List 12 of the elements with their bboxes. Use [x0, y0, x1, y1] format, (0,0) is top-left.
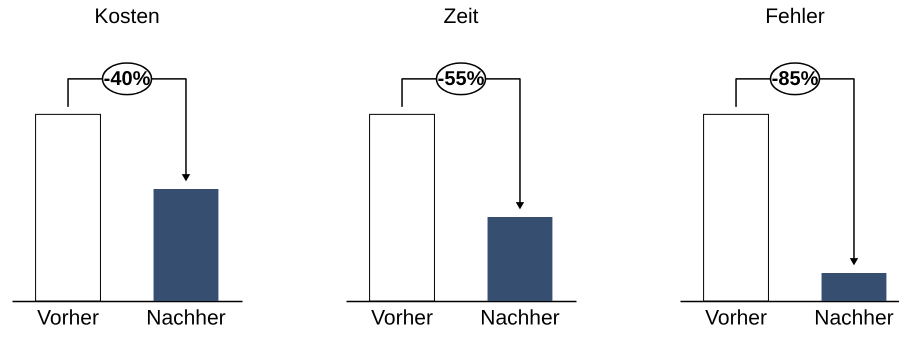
- chart-title: Kosten: [94, 5, 160, 28]
- x-tick-label: Vorher: [371, 306, 433, 330]
- chart-title: Zeit: [443, 5, 479, 28]
- x-tick-label: Nachher: [480, 306, 560, 330]
- x-tick-label: Nachher: [146, 306, 226, 330]
- x-tick-label: Vorher: [37, 306, 99, 330]
- text: -85%: [772, 68, 819, 90]
- x-tick-label: Vorher: [705, 306, 767, 330]
- chart-title: Fehler: [765, 5, 825, 28]
- x-tick-label: Nachher: [814, 306, 894, 330]
- text: -55%: [438, 68, 485, 90]
- text: -40%: [104, 68, 151, 90]
